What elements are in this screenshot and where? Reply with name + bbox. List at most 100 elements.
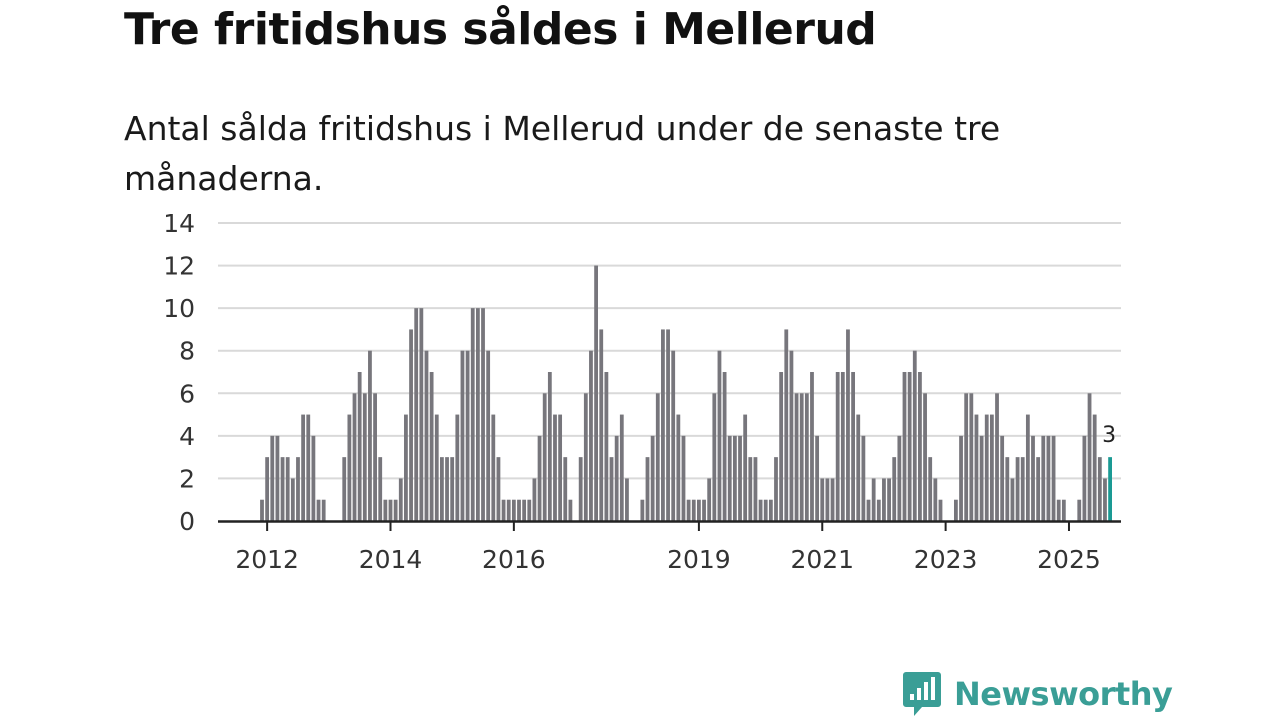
bar xyxy=(989,414,994,521)
bar xyxy=(768,499,773,521)
bar xyxy=(1077,499,1082,521)
bar xyxy=(954,499,958,521)
bar xyxy=(727,435,732,521)
x-axis xyxy=(218,520,1121,531)
bar xyxy=(794,393,799,521)
bar xyxy=(270,435,275,521)
bar xyxy=(645,457,650,521)
bar xyxy=(907,372,912,521)
bar xyxy=(265,457,270,521)
bar xyxy=(938,499,943,521)
x-tick-label: 2023 xyxy=(914,545,978,574)
bar xyxy=(378,457,383,521)
bar xyxy=(691,499,696,521)
y-tick-label: 0 xyxy=(179,507,195,536)
data-labels: 3 xyxy=(1102,423,1116,448)
bar xyxy=(1000,435,1005,521)
y-axis-tick-labels: 0 2 4 6 8 10 12 14 xyxy=(163,209,195,536)
bar xyxy=(1092,414,1097,521)
bar xyxy=(517,499,521,521)
highlighted-bar xyxy=(1108,457,1112,521)
bar xyxy=(815,435,820,521)
bar xyxy=(804,393,809,521)
bar xyxy=(501,499,506,521)
bar xyxy=(753,457,758,521)
bar xyxy=(717,350,722,521)
bar xyxy=(404,414,408,521)
bars xyxy=(260,265,1112,521)
bar xyxy=(655,393,660,521)
bar xyxy=(311,435,316,521)
bar xyxy=(1015,457,1020,521)
bar xyxy=(604,372,609,521)
bar xyxy=(1082,435,1087,521)
bar xyxy=(1087,393,1092,521)
bar xyxy=(558,414,563,521)
bar xyxy=(887,478,891,521)
bar xyxy=(316,499,321,521)
bar xyxy=(799,393,804,521)
bar xyxy=(969,393,974,521)
x-tick-label: 2014 xyxy=(359,545,423,574)
bar xyxy=(547,372,552,521)
bar xyxy=(763,499,768,521)
bar xyxy=(820,478,825,521)
bar xyxy=(1031,435,1035,521)
bar xyxy=(522,499,527,521)
bar xyxy=(527,499,532,521)
bar xyxy=(1041,435,1046,521)
brand-name: Newsworthy xyxy=(954,675,1173,713)
newsworthy-logo-icon xyxy=(903,672,941,716)
bar xyxy=(1056,499,1061,521)
bar xyxy=(784,329,789,521)
bar xyxy=(964,393,969,521)
y-tick-label: 10 xyxy=(163,294,195,323)
bar xyxy=(589,350,593,521)
bar xyxy=(732,435,737,521)
bar xyxy=(912,350,917,521)
bar xyxy=(825,478,830,521)
bar xyxy=(481,308,485,521)
bar xyxy=(840,372,845,521)
bar xyxy=(583,393,588,521)
bar xyxy=(342,457,347,521)
bar xyxy=(609,457,614,521)
y-tick-label: 4 xyxy=(179,422,195,451)
bar xyxy=(409,329,413,521)
bar xyxy=(697,499,701,521)
bar xyxy=(758,499,763,521)
bar xyxy=(681,435,686,521)
bar xyxy=(1025,414,1030,521)
bar xyxy=(306,414,311,521)
x-tick-label: 2016 xyxy=(482,545,546,574)
bar xyxy=(835,372,840,521)
bar xyxy=(738,435,742,521)
bar xyxy=(419,308,424,521)
bar xyxy=(1010,478,1015,521)
bar xyxy=(455,414,460,521)
bar xyxy=(553,414,557,521)
bar xyxy=(661,329,665,521)
bar xyxy=(537,435,542,521)
bar xyxy=(296,457,300,521)
bar xyxy=(429,372,434,521)
bar xyxy=(445,457,449,521)
bar xyxy=(933,478,938,521)
y-tick-label: 2 xyxy=(179,464,195,493)
bar xyxy=(902,372,907,521)
bar xyxy=(440,457,444,521)
bar xyxy=(676,414,681,521)
bar xyxy=(995,393,999,521)
bar xyxy=(979,435,984,521)
bar xyxy=(434,414,439,521)
data-label: 3 xyxy=(1102,423,1116,448)
bar xyxy=(414,308,419,521)
x-axis-tick-labels: 2012 2014 2016 2019 2021 2023 2025 xyxy=(235,545,1100,574)
bar xyxy=(1097,457,1102,521)
bar xyxy=(465,350,470,521)
bar xyxy=(475,308,480,521)
bar xyxy=(532,478,537,521)
y-tick-label: 8 xyxy=(179,337,195,366)
bar xyxy=(398,478,403,521)
bar xyxy=(511,499,516,521)
